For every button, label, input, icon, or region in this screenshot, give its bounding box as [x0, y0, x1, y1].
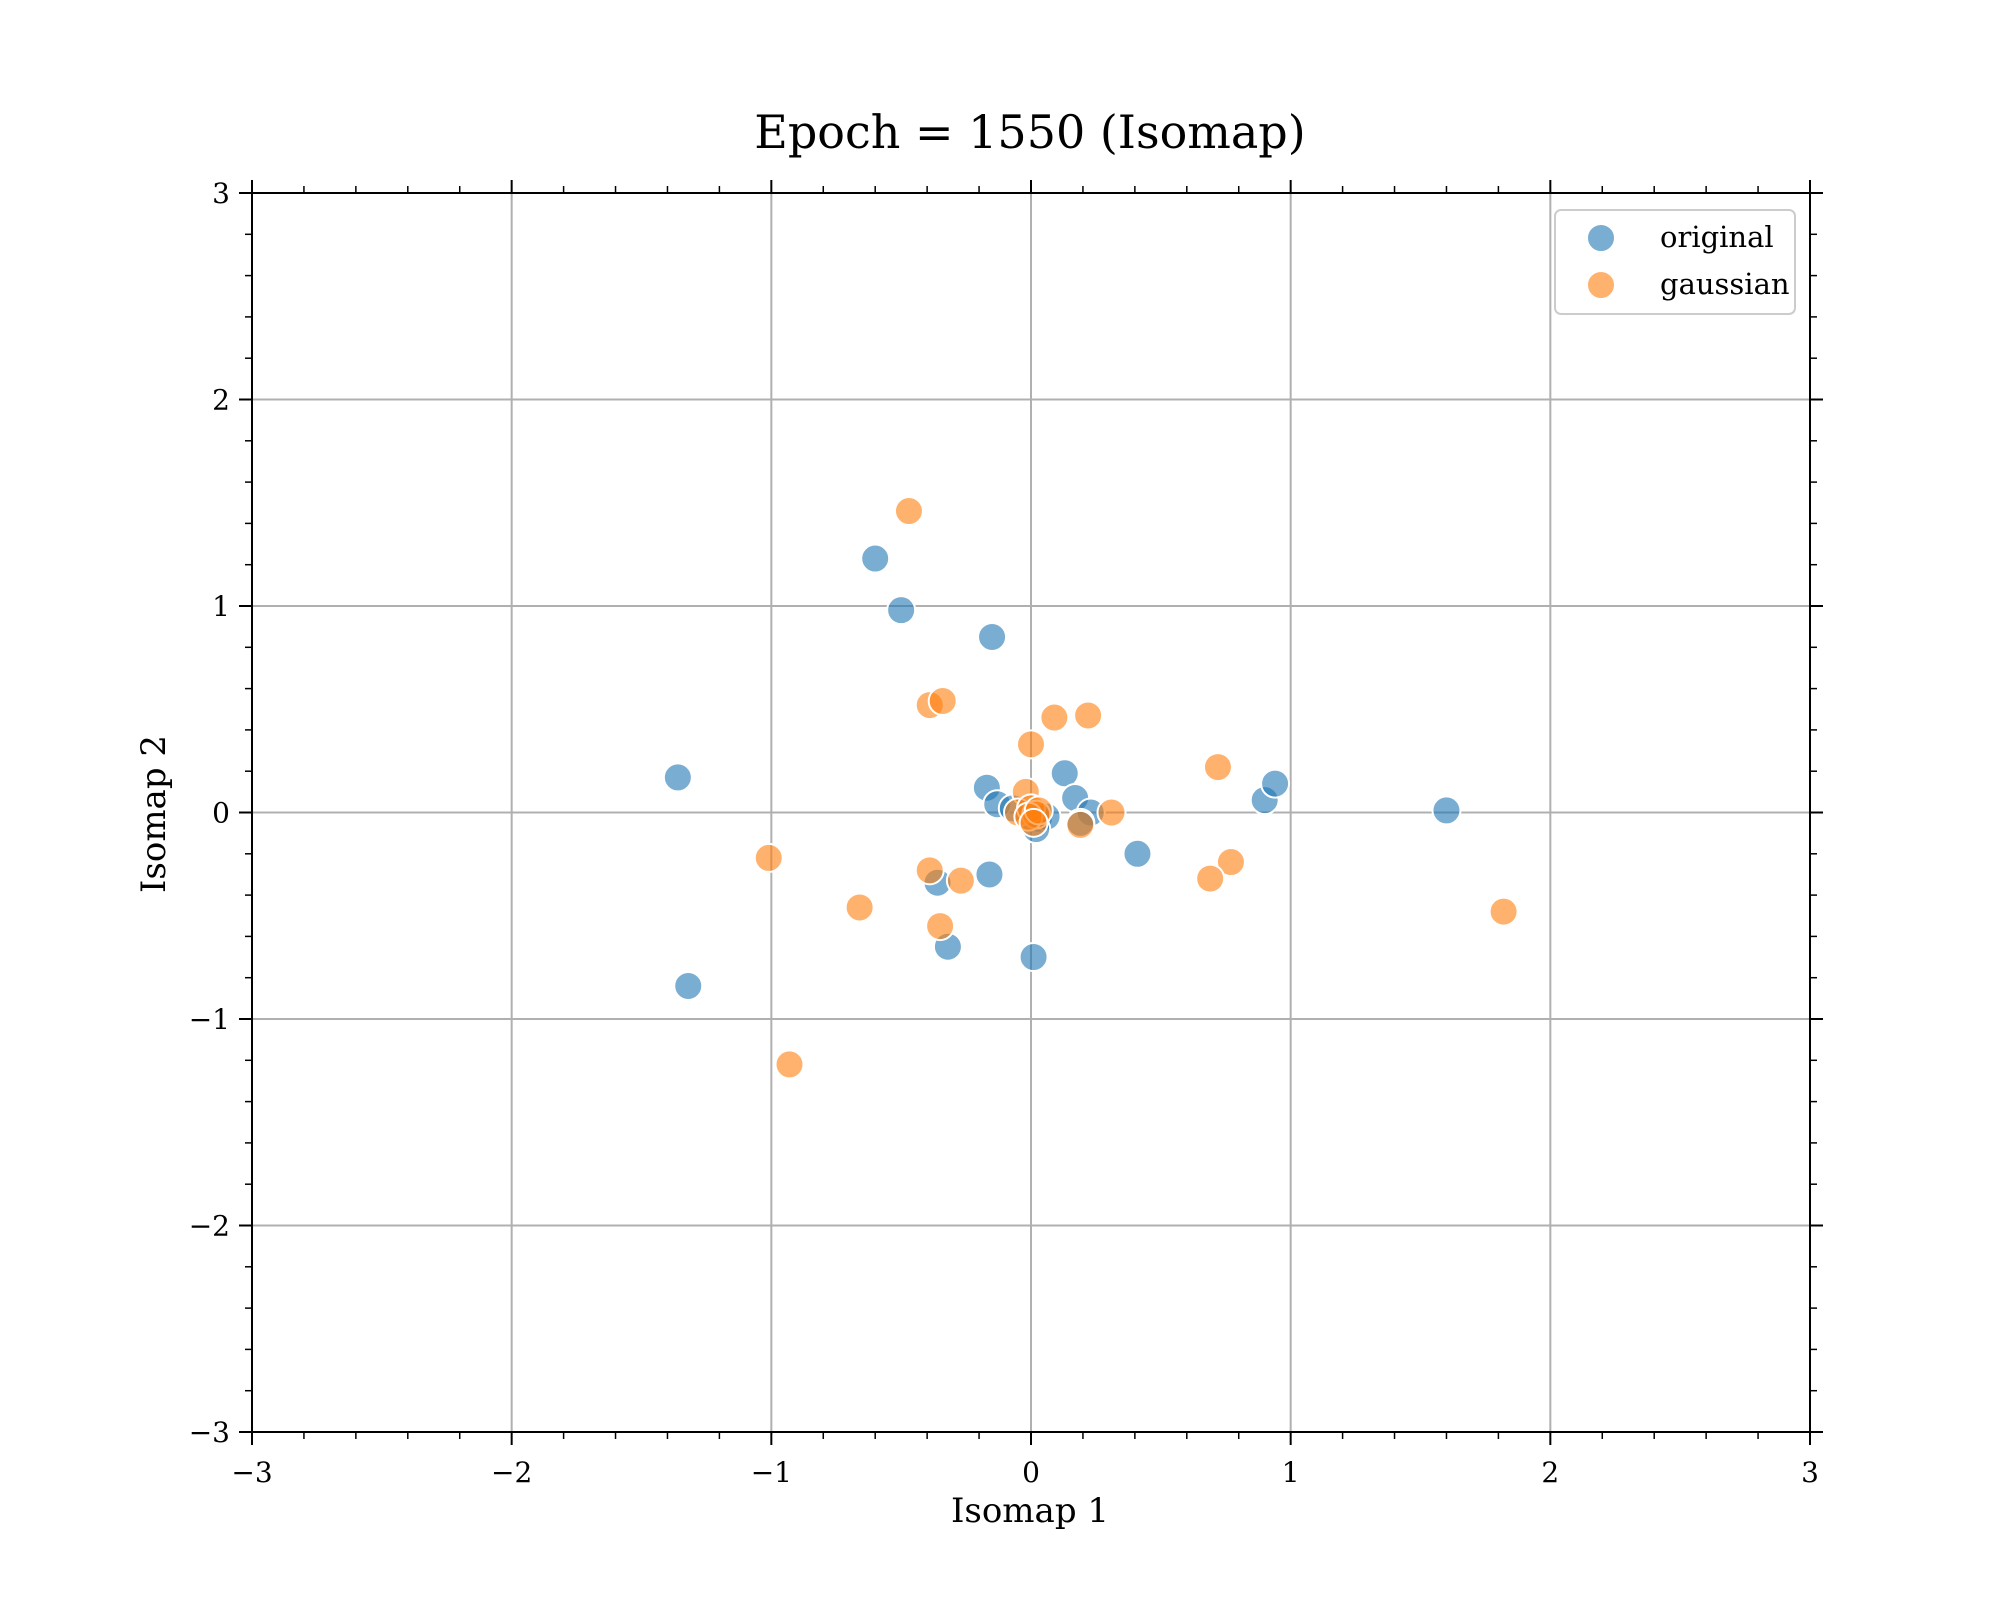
data-point-original: [1122, 838, 1153, 869]
x-tick-label: −3: [231, 1456, 272, 1489]
legend-marker-gaussian: [1586, 270, 1616, 300]
legend: original gaussian: [1554, 209, 1796, 315]
data-point-gaussian: [1016, 729, 1046, 760]
x-tick-label: 0: [1022, 1456, 1040, 1489]
data-point-gaussian: [1073, 700, 1104, 731]
data-point-gaussian: [1039, 702, 1070, 733]
data-point-gaussian: [1018, 807, 1049, 838]
data-point-original: [977, 621, 1008, 652]
data-point-original: [673, 970, 704, 1001]
data-point-original: [1260, 768, 1291, 799]
data-point-gaussian: [925, 911, 956, 942]
data-point-gaussian: [844, 892, 875, 923]
x-tick-label: −2: [491, 1456, 532, 1489]
series-gaussian: [753, 496, 1519, 1080]
data-point-gaussian: [927, 685, 958, 716]
x-tick-label: 2: [1541, 1456, 1559, 1489]
data-point-gaussian: [1488, 896, 1519, 927]
x-tick-label: 1: [1282, 1456, 1300, 1489]
data-point-original: [860, 543, 891, 574]
legend-label-gaussian: gaussian: [1660, 267, 1790, 301]
x-axis-label: Isomap 1: [951, 1491, 1109, 1531]
legend-label-original: original: [1660, 220, 1774, 254]
data-point-gaussian: [753, 842, 784, 873]
y-tick-label: −2: [189, 1210, 230, 1243]
y-tick-label: 2: [212, 384, 230, 417]
data-point-gaussian: [1215, 847, 1246, 878]
data-point-gaussian: [1195, 863, 1226, 894]
data-point-gaussian: [1202, 752, 1233, 783]
x-tick-label: −1: [751, 1456, 792, 1489]
y-axis-label: Isomap 2: [134, 735, 174, 893]
data-point-original: [974, 859, 1005, 890]
data-point-gaussian: [945, 865, 976, 896]
legend-marker-original: [1586, 223, 1616, 253]
data-point-gaussian: [774, 1049, 805, 1080]
data-point-original: [1431, 795, 1462, 826]
y-tick-label: −1: [189, 1003, 230, 1036]
chart-title: Epoch = 1550 (Isomap): [754, 105, 1305, 159]
data-point-original: [662, 762, 693, 793]
y-tick-label: 1: [212, 590, 230, 623]
data-point-original: [1018, 942, 1049, 973]
y-tick-label: −3: [189, 1416, 230, 1449]
data-point-gaussian: [893, 496, 924, 527]
data-point-gaussian: [1065, 809, 1096, 840]
data-point-gaussian: [914, 855, 945, 886]
data-point-original: [886, 595, 917, 626]
data-point-gaussian: [1096, 797, 1127, 828]
x-tick-label: 3: [1801, 1456, 1819, 1489]
y-tick-label: 0: [212, 797, 230, 830]
y-tick-label: 3: [212, 177, 230, 210]
